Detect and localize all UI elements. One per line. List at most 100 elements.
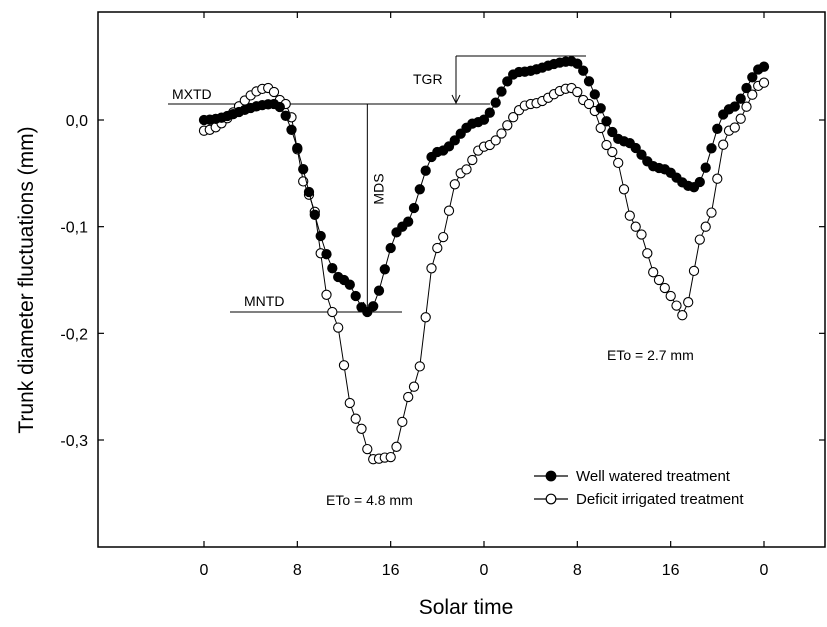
data-point xyxy=(350,290,361,302)
data-point xyxy=(659,282,670,294)
data-point xyxy=(414,184,425,195)
data-point xyxy=(385,451,396,463)
y-axis-title: Trunk diameter fluctuations (mm) xyxy=(15,126,38,433)
data-point xyxy=(438,231,449,243)
data-point xyxy=(490,97,501,108)
y-tick-label: -0,2 xyxy=(60,326,88,343)
data-point xyxy=(589,89,600,100)
data-point xyxy=(712,173,723,184)
data-point xyxy=(274,101,285,113)
annotation-tgr: TGR xyxy=(413,71,443,87)
annotation-eto-day2: ETo = 2.7 mm xyxy=(607,347,694,363)
data-point xyxy=(321,289,332,300)
data-point xyxy=(420,312,431,323)
data-point xyxy=(741,101,752,112)
data-point xyxy=(408,381,420,392)
data-point xyxy=(461,164,472,175)
data-point xyxy=(286,124,297,135)
data-point xyxy=(333,322,344,333)
annotation-mntd: MNTD xyxy=(244,293,284,309)
data-point xyxy=(391,441,402,452)
data-point xyxy=(315,230,326,242)
data-point xyxy=(648,267,659,278)
data-point xyxy=(484,107,495,118)
data-point xyxy=(403,391,414,403)
data-point xyxy=(747,72,758,83)
data-point xyxy=(327,306,338,318)
data-point xyxy=(700,221,711,232)
data-point xyxy=(344,279,355,290)
data-point xyxy=(595,103,606,114)
data-point xyxy=(636,149,647,160)
data-point xyxy=(601,139,612,151)
series-well-watered xyxy=(198,56,770,318)
data-point xyxy=(426,263,437,274)
data-point xyxy=(379,264,390,275)
x-tick-label: 8 xyxy=(573,562,582,579)
data-point xyxy=(595,122,606,134)
data-point xyxy=(478,114,490,125)
data-point xyxy=(688,265,700,277)
data-point xyxy=(303,186,315,198)
tgr-arrowhead xyxy=(451,94,461,105)
legend-entry-deficit: Deficit irrigated treatment xyxy=(576,491,744,508)
data-point xyxy=(613,157,624,169)
x-tick-label: 16 xyxy=(662,562,680,579)
data-point xyxy=(706,207,717,218)
data-point xyxy=(280,110,291,121)
data-point xyxy=(601,116,612,127)
legend-entry-well-watered: Well watered treatment xyxy=(576,468,731,485)
data-point xyxy=(368,301,379,312)
axis-ticks xyxy=(98,12,825,547)
data-point xyxy=(741,82,752,94)
x-axis-title: Solar time xyxy=(419,596,514,619)
x-tick-label: 16 xyxy=(382,562,400,579)
data-point xyxy=(578,65,589,76)
data-point xyxy=(683,297,694,308)
data-point xyxy=(292,142,303,154)
data-point xyxy=(496,86,507,97)
data-point xyxy=(758,61,770,72)
data-point xyxy=(758,77,770,88)
data-point xyxy=(712,123,723,134)
annotation-mds: MDS xyxy=(370,173,386,204)
legend-marker-filled xyxy=(545,470,557,482)
data-point xyxy=(449,135,460,146)
data-point xyxy=(508,112,519,123)
data-point xyxy=(735,113,746,124)
x-tick-labels: 0 8 16 0 8 16 0 xyxy=(200,562,769,579)
data-point xyxy=(309,209,320,220)
data-point xyxy=(496,128,507,139)
data-point xyxy=(432,242,443,254)
data-point xyxy=(624,210,635,221)
data-point xyxy=(735,93,746,104)
plot-frame xyxy=(97,11,826,548)
data-point xyxy=(718,139,729,150)
data-point xyxy=(502,120,513,131)
data-point xyxy=(467,154,478,166)
data-point xyxy=(607,146,618,158)
x-tick-label: 8 xyxy=(293,562,302,579)
data-point xyxy=(414,361,425,372)
series-line xyxy=(203,82,765,460)
data-point xyxy=(373,285,385,296)
data-point xyxy=(502,76,513,87)
data-point xyxy=(397,416,408,428)
data-point xyxy=(653,274,665,286)
legend: Well watered treatment Deficit irrigated… xyxy=(534,468,744,508)
data-point xyxy=(630,142,641,154)
annotation-mxtd: MXTD xyxy=(172,86,212,102)
x-tick-label: 0 xyxy=(200,562,209,579)
annotation-eto-day1: ETo = 4.8 mm xyxy=(326,492,413,508)
data-point xyxy=(403,216,414,227)
data-point xyxy=(572,86,583,98)
data-point xyxy=(408,202,420,214)
y-tick-label: -0,1 xyxy=(60,220,88,237)
data-point xyxy=(443,205,455,216)
data-point xyxy=(677,310,688,321)
y-tick-label: -0,3 xyxy=(60,433,88,450)
legend-marker-open xyxy=(545,493,557,505)
x-tick-label: 0 xyxy=(480,562,489,579)
data-point xyxy=(630,221,641,232)
data-point xyxy=(694,176,705,188)
